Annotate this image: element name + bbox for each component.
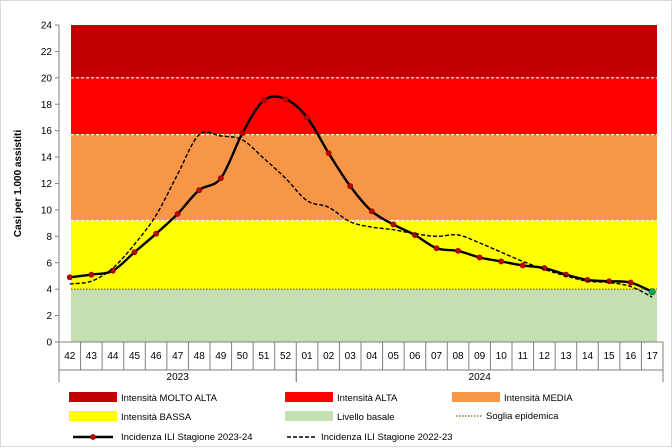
series-0-point-6 <box>196 187 203 194</box>
y-tick-label-12: 24 <box>41 21 53 32</box>
y-tick-label-5: 10 <box>41 205 53 216</box>
x-tick-label-17: 07 <box>431 351 443 362</box>
band-2 <box>71 134 657 221</box>
legend-label-series-0: Incidenza ILI Stagione 2023-24 <box>121 432 253 443</box>
x-tick-label-3: 45 <box>129 351 141 362</box>
x-tick-label-5: 47 <box>172 351 184 362</box>
x-tick-label-2: 44 <box>107 351 119 362</box>
x-tick-label-1: 43 <box>86 351 98 362</box>
x-tick-label-24: 14 <box>582 351 594 362</box>
series-line-0 <box>69 95 653 293</box>
legend-label-band-2: Intensità MEDIA <box>504 393 573 404</box>
series-0-point-20 <box>498 258 505 265</box>
x-tick-label-19: 09 <box>474 351 486 362</box>
legend-marker-series-0 <box>90 434 96 440</box>
y-tick-label-11: 22 <box>41 47 53 58</box>
legend-label-band-1: Intensità ALTA <box>337 393 398 404</box>
y-tick-label-6: 12 <box>41 179 53 190</box>
legend-swatch-band-3 <box>69 411 117 421</box>
series-0-point-14 <box>368 208 375 215</box>
year-label-0: 2023 <box>167 372 190 383</box>
y-tick-label-9: 18 <box>41 100 53 111</box>
x-tick-label-8: 50 <box>237 351 249 362</box>
series-0-point-15 <box>390 221 397 228</box>
legend: Intensità MOLTO ALTA Intensità ALTA Intens… <box>69 392 573 443</box>
x-tick-label-13: 03 <box>345 351 357 362</box>
x-tick-label-27: 17 <box>647 351 659 362</box>
series-0-point-27 <box>648 288 656 296</box>
y-tick-label-0: 0 <box>46 338 52 349</box>
series-0-point-4 <box>153 230 159 237</box>
legend-swatch-band-1 <box>285 392 333 402</box>
y-tick-label-10: 20 <box>41 73 53 84</box>
y-tick-label-4: 8 <box>46 232 52 243</box>
series-0-point-9 <box>261 97 267 104</box>
x-tick-label-26: 16 <box>625 351 637 362</box>
legend-label-threshold: Soglia epidemica <box>486 411 559 422</box>
series-0-point-26 <box>627 279 634 286</box>
series-0-point-17 <box>433 245 440 252</box>
y-tick-label-8: 16 <box>41 126 53 137</box>
legend-label-series-1: Incidenza ILI Stagione 2022-23 <box>321 432 453 443</box>
y-tick-label-7: 14 <box>41 153 53 164</box>
x-tick-label-4: 46 <box>151 351 163 362</box>
series-0-point-3 <box>131 249 138 256</box>
y-tick-label-1: 2 <box>46 311 52 322</box>
x-tick-label-10: 52 <box>280 351 292 362</box>
legend-label-band-3: Intensità BASSA <box>121 412 192 423</box>
x-tick-label-12: 02 <box>323 351 335 362</box>
x-tick-label-16: 06 <box>409 351 421 362</box>
x-tick-label-21: 11 <box>518 351 529 362</box>
legend-label-band-4: Livello basale <box>337 412 395 423</box>
x-tick-label-9: 51 <box>258 351 270 362</box>
x-tick-label-14: 04 <box>366 351 378 362</box>
x-tick-label-7: 49 <box>215 351 227 362</box>
series-0-point-19 <box>476 254 483 261</box>
series-0-point-10 <box>282 96 289 102</box>
x-tick-label-23: 13 <box>560 351 572 362</box>
series-0-point-1 <box>88 271 95 278</box>
legend-label-band-0: Intensità MOLTO ALTA <box>121 393 218 404</box>
series-0-point-11 <box>304 114 310 121</box>
series-0-point-21 <box>519 262 526 269</box>
series-0-point-8 <box>239 130 246 137</box>
x-tick-label-0: 42 <box>64 351 76 362</box>
intensity-bands <box>71 25 657 342</box>
band-3 <box>71 220 657 290</box>
series-0-point-0 <box>66 274 73 281</box>
x-tick-label-18: 08 <box>453 351 465 362</box>
year-label-1: 2024 <box>469 372 492 383</box>
band-1 <box>71 77 657 135</box>
x-tick-label-11: 01 <box>302 351 314 362</box>
legend-swatch-band-0 <box>69 392 117 402</box>
y-tick-label-2: 4 <box>46 285 52 296</box>
series-0-point-7 <box>217 175 224 182</box>
legend-swatch-band-2 <box>452 392 500 402</box>
series-line-1 <box>69 131 653 298</box>
series-0-point-5 <box>174 210 181 217</box>
x-tick-label-20: 10 <box>496 351 508 362</box>
band-0 <box>71 25 657 78</box>
legend-swatch-band-4 <box>285 411 333 421</box>
x-tick-label-6: 48 <box>194 351 206 362</box>
series-0-point-13 <box>347 183 354 190</box>
series-0-point-18 <box>455 247 461 254</box>
x-tick-label-25: 15 <box>604 351 616 362</box>
y-axis-label: Casi per 1.000 assistiti <box>13 130 24 238</box>
x-tick-label-22: 12 <box>539 351 551 362</box>
y-tick-label-3: 6 <box>46 258 52 269</box>
x-tick-label-15: 05 <box>388 351 400 362</box>
series-0-point-12 <box>325 150 332 157</box>
band-4 <box>71 289 657 342</box>
